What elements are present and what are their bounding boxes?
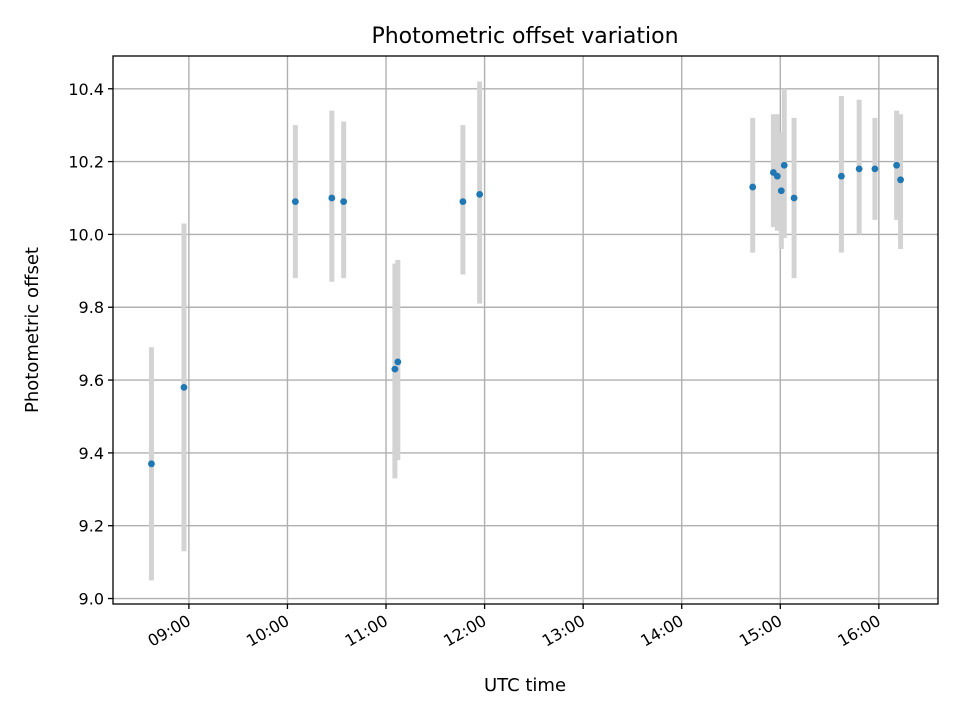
data-point <box>871 165 879 173</box>
y-axis-label: Photometric offset <box>22 247 43 413</box>
data-point <box>476 190 484 198</box>
y-tick-label: 9.2 <box>79 517 104 536</box>
data-point <box>394 358 402 366</box>
data-point <box>780 161 788 169</box>
y-tick-label: 9.0 <box>79 590 104 609</box>
y-tick-label: 9.4 <box>79 444 104 463</box>
data-point <box>180 383 188 391</box>
data-point <box>893 161 901 169</box>
y-tick-label: 9.6 <box>79 371 104 390</box>
data-point <box>855 165 863 173</box>
data-point <box>291 198 299 206</box>
y-tick-label: 10.4 <box>68 80 104 99</box>
x-axis-label: UTC time <box>484 675 566 696</box>
data-point <box>148 460 155 468</box>
data-point <box>391 365 399 373</box>
data-point <box>897 176 904 184</box>
chart-title: Photometric offset variation <box>371 24 678 49</box>
data-point <box>328 194 336 202</box>
data-point <box>459 198 467 206</box>
data-point <box>749 183 757 191</box>
data-point <box>838 172 845 180</box>
y-tick-label: 10.2 <box>68 153 104 172</box>
data-point <box>773 172 781 180</box>
plot-frame <box>112 55 939 605</box>
data-point <box>340 198 348 206</box>
grid <box>113 56 938 604</box>
y-tick-label: 10.0 <box>68 225 104 244</box>
data-point <box>790 194 798 202</box>
y-tick-label: 9.8 <box>79 298 104 317</box>
data-points <box>148 161 904 468</box>
data-point <box>777 187 785 195</box>
